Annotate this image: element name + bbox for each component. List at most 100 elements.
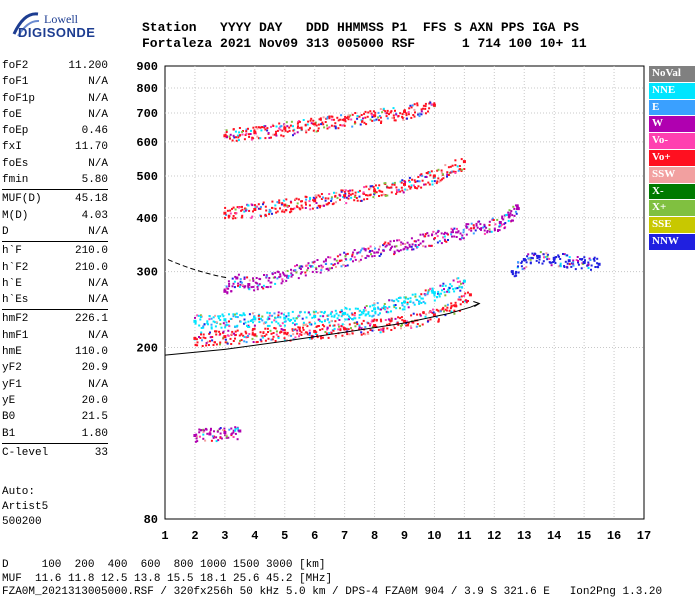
echo-point	[328, 126, 331, 129]
echo-point	[366, 198, 369, 200]
echo-point	[319, 118, 322, 121]
echo-point	[459, 280, 461, 283]
param-label: h`E	[2, 277, 22, 290]
echo-point	[267, 279, 270, 282]
echo-point	[220, 437, 223, 440]
echo-point	[321, 265, 324, 268]
echo-point	[369, 329, 372, 331]
echo-point	[373, 193, 376, 196]
param-label: fmin	[2, 174, 29, 187]
echo-point	[391, 116, 394, 119]
echo-point	[253, 324, 256, 327]
param-row: h`F 210.0	[2, 243, 108, 259]
param-value: 21.5	[81, 411, 108, 424]
trace-point	[432, 103, 436, 107]
echo-point	[373, 302, 376, 305]
echo-point	[441, 289, 443, 292]
echo-point	[354, 307, 357, 310]
echo-point	[316, 336, 319, 339]
echo-point	[243, 138, 246, 141]
echo-point	[212, 344, 215, 346]
echo-point	[265, 209, 268, 212]
echo-point	[464, 292, 467, 295]
auto-code: 500200	[2, 516, 42, 528]
echo-point	[327, 269, 330, 272]
echo-point	[389, 320, 392, 323]
echo-point	[354, 191, 357, 194]
echo-point	[393, 252, 396, 254]
x-tick-label: 14	[547, 529, 561, 543]
echo-point	[208, 315, 211, 317]
echo-point	[284, 274, 286, 277]
echo-point	[343, 251, 346, 254]
echo-point	[422, 245, 425, 248]
echo-point	[275, 211, 278, 214]
echo-point	[232, 206, 235, 209]
footer-distance: D 100 200 400 600 800 1000 1500 3000 [km…	[2, 559, 326, 571]
echo-point	[279, 331, 282, 334]
echo-point	[283, 324, 286, 327]
echo-point	[479, 227, 481, 230]
echo-point	[420, 110, 423, 113]
trace-point	[193, 319, 197, 323]
x-tick-label: 3	[221, 529, 228, 543]
echo-point	[269, 329, 272, 332]
echo-point	[410, 237, 413, 240]
echo-point	[424, 289, 427, 292]
echo-point	[226, 291, 229, 294]
echo-point	[234, 330, 237, 333]
echo-point	[428, 183, 431, 186]
echo-point	[347, 328, 350, 331]
param-label: foEp	[2, 125, 29, 138]
echo-point	[196, 314, 199, 317]
echo-point	[428, 311, 431, 314]
x-tick-label: 1	[161, 529, 168, 543]
echo-point	[513, 275, 516, 278]
echo-point	[290, 201, 293, 204]
trace-point	[343, 327, 347, 331]
echo-point	[372, 320, 375, 323]
echo-point	[211, 336, 214, 338]
echo-point	[259, 137, 262, 140]
echo-point	[223, 427, 226, 430]
echo-point	[424, 175, 427, 178]
echo-point	[558, 255, 560, 258]
echo-point	[339, 118, 342, 121]
echo-point	[433, 176, 436, 179]
echo-point	[447, 288, 450, 291]
echo-point	[286, 333, 288, 336]
echo-point	[290, 120, 293, 123]
echo-point	[424, 302, 427, 305]
echo-point	[320, 198, 323, 200]
echo-point	[238, 342, 241, 345]
echo-point	[290, 334, 292, 337]
echo-point	[365, 305, 368, 307]
echo-point	[564, 260, 567, 263]
echo-point	[420, 108, 423, 111]
echo-point	[375, 325, 378, 328]
echo-point	[292, 329, 295, 331]
echo-point	[446, 171, 449, 174]
echo-point	[406, 301, 409, 304]
echo-point	[516, 205, 519, 208]
echo-point	[348, 192, 351, 195]
echo-point	[208, 318, 211, 321]
echo-point	[235, 312, 238, 315]
footer-info: D 100 200 400 600 800 1000 1500 3000 [km…	[2, 559, 662, 600]
echo-point	[351, 113, 354, 116]
echo-point	[296, 332, 299, 335]
echo-point	[354, 121, 356, 124]
echo-point	[412, 312, 415, 315]
echo-point	[412, 248, 415, 251]
echo-point	[266, 127, 269, 130]
echo-point	[363, 198, 366, 201]
echo-point	[222, 331, 224, 334]
echo-point	[292, 129, 295, 132]
echo-point	[422, 311, 425, 314]
echo-point	[424, 235, 427, 238]
echo-point	[275, 320, 278, 323]
echo-point	[453, 309, 456, 312]
echo-point	[314, 198, 316, 200]
echo-point	[515, 204, 517, 207]
echo-point	[384, 308, 387, 311]
